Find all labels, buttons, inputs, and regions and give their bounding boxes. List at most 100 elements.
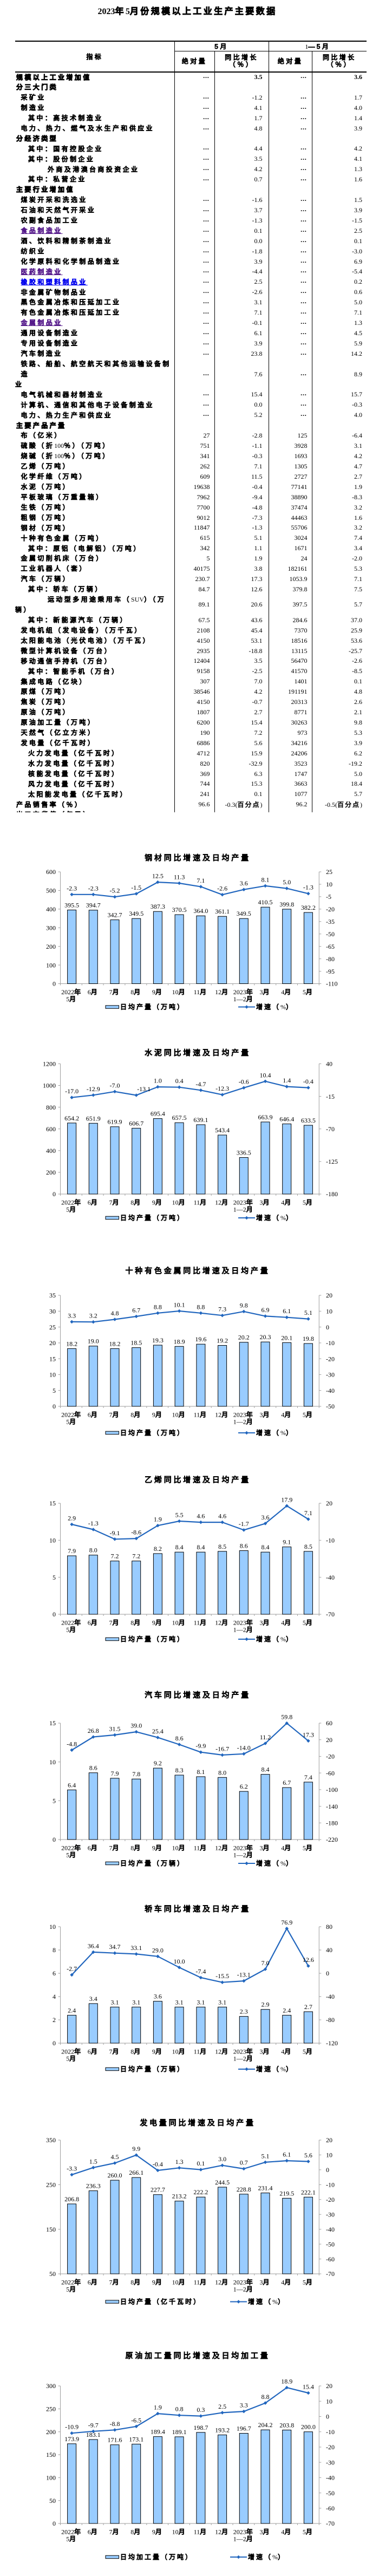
- svg-text:4月: 4月: [281, 988, 292, 996]
- svg-text:8.1: 8.1: [262, 876, 270, 883]
- svg-text:19.6: 19.6: [195, 1335, 206, 1343]
- svg-text:3月: 3月: [259, 1199, 271, 1207]
- svg-text:6.4: 6.4: [68, 1781, 76, 1789]
- svg-text:-16.7: -16.7: [215, 1745, 229, 1752]
- svg-text:33.1: 33.1: [130, 1944, 142, 1952]
- svg-text:5: 5: [53, 1797, 56, 1805]
- svg-text:5月: 5月: [66, 1626, 77, 1634]
- svg-text:19.2: 19.2: [217, 1337, 228, 1345]
- svg-text:0: 0: [53, 2520, 56, 2527]
- svg-text:-180: -180: [326, 1190, 338, 1198]
- svg-text:173.9: 173.9: [64, 2435, 79, 2443]
- svg-text:-4.7: -4.7: [195, 1080, 206, 1088]
- svg-text:7月: 7月: [109, 1619, 120, 1627]
- svg-text:0.8: 0.8: [175, 2405, 184, 2413]
- svg-text:3月: 3月: [259, 1844, 271, 1852]
- svg-text:150: 150: [46, 2226, 56, 2233]
- svg-text:7.9: 7.9: [68, 1547, 76, 1555]
- svg-text:12月: 12月: [215, 2279, 230, 2286]
- svg-text:7.4: 7.4: [304, 1773, 312, 1781]
- svg-text:6月: 6月: [88, 2528, 99, 2536]
- svg-text:76.9: 76.9: [281, 1919, 292, 1926]
- svg-text:3月: 3月: [259, 2279, 271, 2286]
- svg-text:8.4: 8.4: [262, 1543, 270, 1551]
- svg-text:150: 150: [46, 2451, 56, 2458]
- svg-text:342.7: 342.7: [108, 911, 122, 919]
- svg-text:-10: -10: [326, 2428, 335, 2436]
- svg-text:-3.3: -3.3: [67, 2164, 77, 2172]
- svg-text:7月: 7月: [109, 1844, 120, 1852]
- svg-text:1.4: 1.4: [283, 1077, 291, 1084]
- svg-text:9月: 9月: [152, 2279, 164, 2286]
- svg-text:0: 0: [326, 1970, 329, 1977]
- svg-text:日均产量（亿千瓦时）: 日均产量（亿千瓦时）: [120, 2298, 201, 2306]
- svg-text:350: 350: [46, 2136, 56, 2144]
- svg-text:十种有色金属同比增速及日均产量: 十种有色金属同比增速及日均产量: [126, 1267, 270, 1275]
- svg-text:2022年: 2022年: [61, 2279, 82, 2286]
- svg-text:3.0: 3.0: [218, 2155, 226, 2163]
- svg-text:654.2: 654.2: [64, 1114, 79, 1122]
- svg-text:5.1: 5.1: [304, 1309, 312, 1316]
- svg-text:-12.9: -12.9: [87, 1085, 100, 1093]
- svg-text:3月: 3月: [259, 2048, 271, 2056]
- svg-text:193.2: 193.2: [215, 2426, 230, 2434]
- svg-text:-10.9: -10.9: [65, 2423, 79, 2431]
- svg-text:2.4: 2.4: [68, 2006, 76, 2014]
- svg-text:20: 20: [326, 1499, 332, 1507]
- svg-text:9月: 9月: [152, 1619, 164, 1627]
- svg-text:15: 15: [49, 1355, 56, 1362]
- svg-text:1200: 1200: [43, 1060, 56, 1068]
- svg-text:231.4: 231.4: [258, 2184, 273, 2192]
- svg-text:5月: 5月: [66, 995, 77, 1003]
- svg-text:6月: 6月: [88, 2048, 99, 2056]
- svg-text:8月: 8月: [130, 2279, 142, 2286]
- svg-text:657.5: 657.5: [172, 1114, 187, 1121]
- svg-text:1.9: 1.9: [154, 2404, 162, 2411]
- svg-text:7.8: 7.8: [132, 1770, 140, 1778]
- svg-text:25: 25: [326, 868, 332, 876]
- svg-text:606.7: 606.7: [129, 1119, 143, 1127]
- svg-text:8.3: 8.3: [175, 1766, 184, 1774]
- svg-text:12月: 12月: [215, 1844, 230, 1852]
- svg-text:-80: -80: [326, 2016, 335, 2024]
- svg-text:11月: 11月: [194, 1619, 208, 1627]
- svg-text:59.8: 59.8: [281, 1713, 292, 1721]
- svg-text:10月: 10月: [172, 1619, 187, 1627]
- svg-text:-8.6: -8.6: [131, 1529, 141, 1536]
- svg-text:0: 0: [326, 2166, 329, 2174]
- svg-text:-1.7: -1.7: [239, 1520, 249, 1528]
- svg-text:8月: 8月: [130, 2528, 142, 2536]
- svg-text:4月: 4月: [281, 2048, 292, 2056]
- svg-text:8.0: 8.0: [218, 1769, 226, 1776]
- svg-text:-9.7: -9.7: [88, 2421, 99, 2429]
- svg-text:3月: 3月: [259, 1411, 271, 1419]
- svg-text:2023年: 2023年: [233, 1199, 254, 1207]
- svg-text:639.1: 639.1: [193, 1116, 208, 1124]
- svg-text:200.0: 200.0: [301, 2423, 316, 2431]
- svg-text:-5: -5: [326, 893, 331, 901]
- svg-text:349.5: 349.5: [237, 910, 251, 917]
- svg-text:1—2月: 1—2月: [233, 1206, 254, 1214]
- svg-text:5月: 5月: [66, 1418, 77, 1426]
- svg-text:203.8: 203.8: [279, 2421, 294, 2429]
- svg-text:日均产量（万辆）: 日均产量（万辆）: [120, 2065, 185, 2073]
- svg-text:2022年: 2022年: [61, 1844, 82, 1852]
- svg-text:10.0: 10.0: [174, 1958, 185, 1965]
- svg-text:11.3: 11.3: [174, 873, 185, 881]
- svg-text:20.3: 20.3: [260, 1333, 271, 1341]
- svg-text:3.6: 3.6: [154, 1993, 162, 2000]
- svg-text:7.0: 7.0: [262, 1959, 270, 1967]
- svg-text:9.1: 9.1: [283, 1538, 291, 1546]
- svg-text:189.4: 189.4: [151, 2428, 165, 2436]
- svg-text:-15: -15: [326, 1093, 335, 1100]
- svg-text:410.5: 410.5: [258, 898, 273, 906]
- svg-text:9月: 9月: [152, 1411, 164, 1419]
- svg-text:5月: 5月: [303, 2048, 314, 2056]
- svg-text:6.1: 6.1: [283, 2151, 291, 2158]
- svg-text:50: 50: [49, 2497, 56, 2505]
- svg-text:8.6: 8.6: [240, 1542, 248, 1550]
- svg-text:-20: -20: [326, 905, 335, 913]
- svg-text:-20: -20: [326, 2196, 335, 2203]
- svg-text:18.5: 18.5: [130, 1339, 142, 1347]
- svg-text:2.4: 2.4: [283, 2006, 291, 2014]
